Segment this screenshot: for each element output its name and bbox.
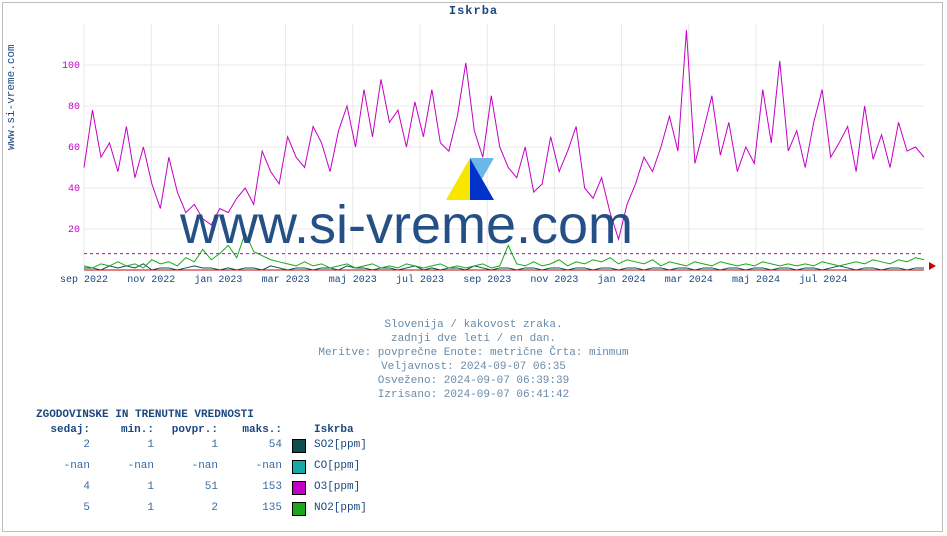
meta-line-1: Slovenija / kakovost zraka. bbox=[0, 318, 947, 332]
svg-text:maj 2024: maj 2024 bbox=[732, 274, 780, 286]
svg-text:jul 2024: jul 2024 bbox=[799, 274, 847, 286]
series-NO2 bbox=[84, 233, 924, 268]
legend-swatch-icon bbox=[292, 460, 306, 474]
svg-text:mar 2024: mar 2024 bbox=[665, 275, 713, 286]
meta-line-5: Osveženo: 2024-09-07 06:39:39 bbox=[0, 374, 947, 388]
col-sedaj: sedaj: bbox=[36, 423, 100, 438]
legend-swatch-icon bbox=[292, 439, 306, 453]
series-SO2 bbox=[84, 264, 924, 270]
svg-text:jan 2024: jan 2024 bbox=[598, 274, 646, 286]
cell-min: 1 bbox=[100, 438, 164, 459]
col-location: Iskrba bbox=[310, 423, 400, 438]
meta-line-4: Veljavnost: 2024-09-07 06:35 bbox=[0, 360, 947, 374]
legend-label: O3[ppm] bbox=[310, 480, 400, 501]
svg-text:100: 100 bbox=[62, 61, 80, 72]
legend-label: SO2[ppm] bbox=[310, 438, 400, 459]
stats-header: ZGODOVINSKE IN TRENUTNE VREDNOSTI bbox=[36, 408, 400, 423]
cell-sedaj: 5 bbox=[36, 501, 100, 522]
stats-block: ZGODOVINSKE IN TRENUTNE VREDNOSTI sedaj:… bbox=[36, 408, 400, 522]
y-axis-label: www.si-vreme.com bbox=[6, 44, 18, 150]
chart-svg: 20 40 60 80 100 sep 2022 nov 2022 jan 2023 mar … bbox=[60, 20, 930, 300]
cell-sedaj: 2 bbox=[36, 438, 100, 459]
cell-povpr: -nan bbox=[164, 459, 228, 480]
cell-maks: 153 bbox=[228, 480, 292, 501]
legend-label: CO[ppm] bbox=[310, 459, 400, 480]
meta-line-2: zadnji dve leti / en dan. bbox=[0, 332, 947, 346]
cell-min: 1 bbox=[100, 480, 164, 501]
cell-min: -nan bbox=[100, 459, 164, 480]
cell-maks: -nan bbox=[228, 459, 292, 480]
cell-maks: 135 bbox=[228, 501, 292, 522]
svg-text:mar 2023: mar 2023 bbox=[262, 275, 310, 286]
metadata-block: Slovenija / kakovost zraka. zadnji dve l… bbox=[0, 318, 947, 402]
col-maks: maks.: bbox=[228, 423, 292, 438]
series-O3 bbox=[84, 30, 924, 239]
cell-povpr: 2 bbox=[164, 501, 228, 522]
svg-text:maj 2023: maj 2023 bbox=[329, 274, 377, 286]
chart-title: Iskrba bbox=[0, 4, 947, 18]
svg-text:40: 40 bbox=[68, 184, 80, 195]
legend-label: NO2[ppm] bbox=[310, 501, 400, 522]
cell-povpr: 51 bbox=[164, 480, 228, 501]
baseline-arrow-icon bbox=[929, 262, 936, 270]
cell-min: 1 bbox=[100, 501, 164, 522]
svg-text:nov 2023: nov 2023 bbox=[530, 275, 578, 286]
meta-line-3: Meritve: povprečne Enote: metrične Črta:… bbox=[0, 346, 947, 360]
svg-text:sep 2023: sep 2023 bbox=[463, 275, 511, 286]
cell-sedaj: 4 bbox=[36, 480, 100, 501]
chart-plot: 20 40 60 80 100 sep 2022 nov 2022 jan 2023 mar … bbox=[60, 20, 930, 300]
legend-swatch-icon bbox=[292, 502, 306, 516]
cell-povpr: 1 bbox=[164, 438, 228, 459]
svg-text:nov 2022: nov 2022 bbox=[127, 275, 175, 286]
col-min: min.: bbox=[100, 423, 164, 438]
svg-text:jan 2023: jan 2023 bbox=[194, 274, 242, 286]
svg-text:80: 80 bbox=[68, 102, 80, 113]
stats-table: sedaj: min.: povpr.: maks.: Iskrba 21154… bbox=[36, 423, 400, 522]
svg-text:60: 60 bbox=[68, 143, 80, 154]
meta-line-6: Izrisano: 2024-09-07 06:41:42 bbox=[0, 388, 947, 402]
cell-maks: 54 bbox=[228, 438, 292, 459]
svg-text:jul 2023: jul 2023 bbox=[396, 274, 444, 286]
svg-text:20: 20 bbox=[68, 225, 80, 236]
legend-swatch-icon bbox=[292, 481, 306, 495]
col-povpr: povpr.: bbox=[164, 423, 228, 438]
svg-text:sep 2022: sep 2022 bbox=[60, 275, 108, 286]
cell-sedaj: -nan bbox=[36, 459, 100, 480]
